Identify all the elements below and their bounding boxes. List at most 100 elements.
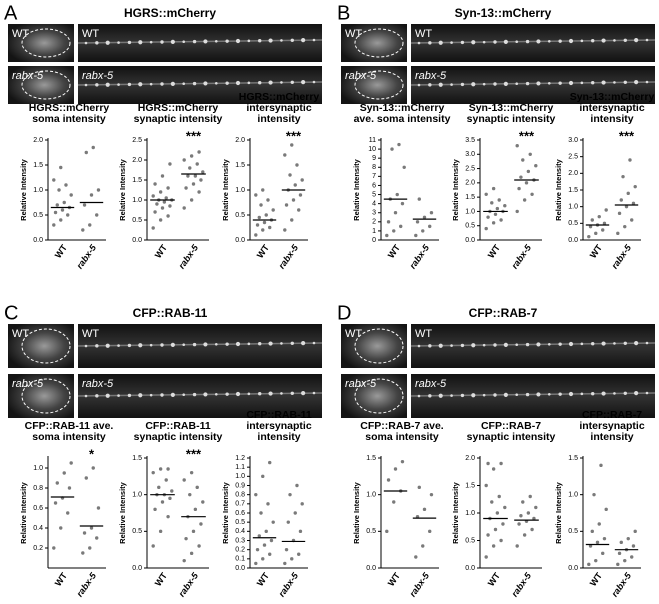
x-tick-label: rabx-5	[509, 242, 533, 271]
y-tick-label: 2.0	[465, 180, 475, 187]
data-point	[602, 221, 607, 226]
puncta	[214, 81, 218, 85]
data-point	[385, 529, 389, 534]
puncta	[547, 81, 551, 85]
puncta	[580, 81, 584, 85]
data-point	[189, 154, 194, 158]
puncta	[312, 391, 316, 395]
data-point	[201, 500, 205, 504]
puncta	[170, 39, 175, 44]
data-point	[587, 234, 591, 239]
puncta	[645, 391, 649, 395]
data-point	[261, 228, 265, 232]
puncta	[645, 341, 649, 345]
chart-title: soma intensity	[32, 431, 106, 443]
soma-image	[8, 324, 74, 368]
y-tick-label: 1.5	[132, 455, 142, 462]
y-tick-label: 1.0	[132, 492, 142, 499]
y-tick-label: 11	[369, 137, 376, 144]
puncta	[84, 344, 88, 348]
puncta	[558, 81, 562, 85]
puncta	[160, 393, 164, 397]
puncta	[536, 342, 541, 347]
y-tick-label: 2.0	[33, 137, 43, 144]
data-point	[262, 220, 267, 225]
data-point	[631, 544, 636, 548]
data-point	[592, 492, 596, 497]
puncta	[160, 343, 164, 347]
panel-letter: C	[4, 302, 18, 324]
data-point	[88, 546, 92, 550]
data-point	[633, 529, 637, 534]
y-tick-label: 0.0	[465, 237, 475, 244]
puncta	[536, 39, 541, 44]
data-point	[168, 496, 172, 501]
y-tick-label: 0.5	[465, 223, 475, 230]
data-point	[392, 229, 396, 233]
puncta	[493, 343, 497, 347]
puncta	[192, 39, 197, 44]
y-tick-label: 1.0	[568, 204, 578, 211]
data-point	[599, 463, 603, 468]
x-tick-label: WT	[486, 570, 503, 588]
x-tick-label: WT	[588, 242, 605, 260]
data-point	[501, 522, 505, 526]
puncta	[225, 39, 229, 43]
data-point	[166, 514, 170, 519]
puncta	[417, 41, 421, 45]
data-point	[415, 220, 420, 224]
y-tick-label: 1.5	[132, 177, 142, 184]
image-label: WT	[82, 328, 99, 340]
data-point	[96, 506, 101, 510]
puncta	[290, 391, 294, 395]
data-point	[522, 533, 527, 537]
y-tick-label: 3	[372, 210, 376, 217]
puncta	[591, 39, 595, 43]
puncta	[235, 391, 241, 397]
puncta	[138, 82, 143, 87]
y-axis-label: Relative Intensity	[451, 481, 460, 544]
y-tick-label: 0.0	[235, 237, 245, 244]
data-point	[62, 471, 66, 475]
data-point	[633, 184, 637, 189]
puncta	[471, 40, 476, 45]
data-point	[623, 558, 627, 563]
data-point	[52, 223, 56, 227]
chart-title: CFP::RAB-11 ave.	[25, 420, 114, 432]
puncta	[214, 342, 218, 346]
data-point	[587, 562, 591, 567]
x-tick-label: rabx-5	[74, 570, 98, 599]
puncta	[312, 341, 316, 345]
puncta	[149, 343, 153, 347]
puncta	[438, 393, 443, 398]
puncta	[591, 342, 595, 346]
data-point	[164, 196, 168, 200]
puncta	[613, 392, 616, 395]
data-point	[191, 182, 196, 186]
puncta	[515, 82, 519, 86]
data-point	[201, 170, 205, 174]
y-tick-label: 1.0	[235, 473, 245, 480]
puncta	[482, 82, 486, 86]
soma-image	[341, 24, 407, 62]
y-tick-label: 0	[372, 237, 376, 244]
data-point	[630, 218, 634, 222]
puncta	[290, 80, 294, 84]
puncta	[105, 40, 110, 45]
data-point	[153, 507, 157, 512]
puncta	[105, 343, 110, 348]
y-tick-label: 0.5	[568, 220, 578, 227]
soma-image	[8, 66, 74, 104]
data-point	[199, 522, 203, 526]
significance: ***	[286, 128, 302, 143]
y-tick-label: 1.0	[366, 492, 376, 499]
puncta	[268, 38, 273, 43]
data-point	[484, 483, 488, 488]
y-axis-label: Relative Intensity	[221, 481, 230, 544]
x-tick-label: WT	[153, 570, 170, 588]
puncta	[247, 39, 251, 43]
data-point	[96, 188, 101, 192]
y-tick-label: 0.5	[235, 519, 245, 526]
puncta	[471, 393, 476, 398]
data-point	[293, 511, 297, 515]
